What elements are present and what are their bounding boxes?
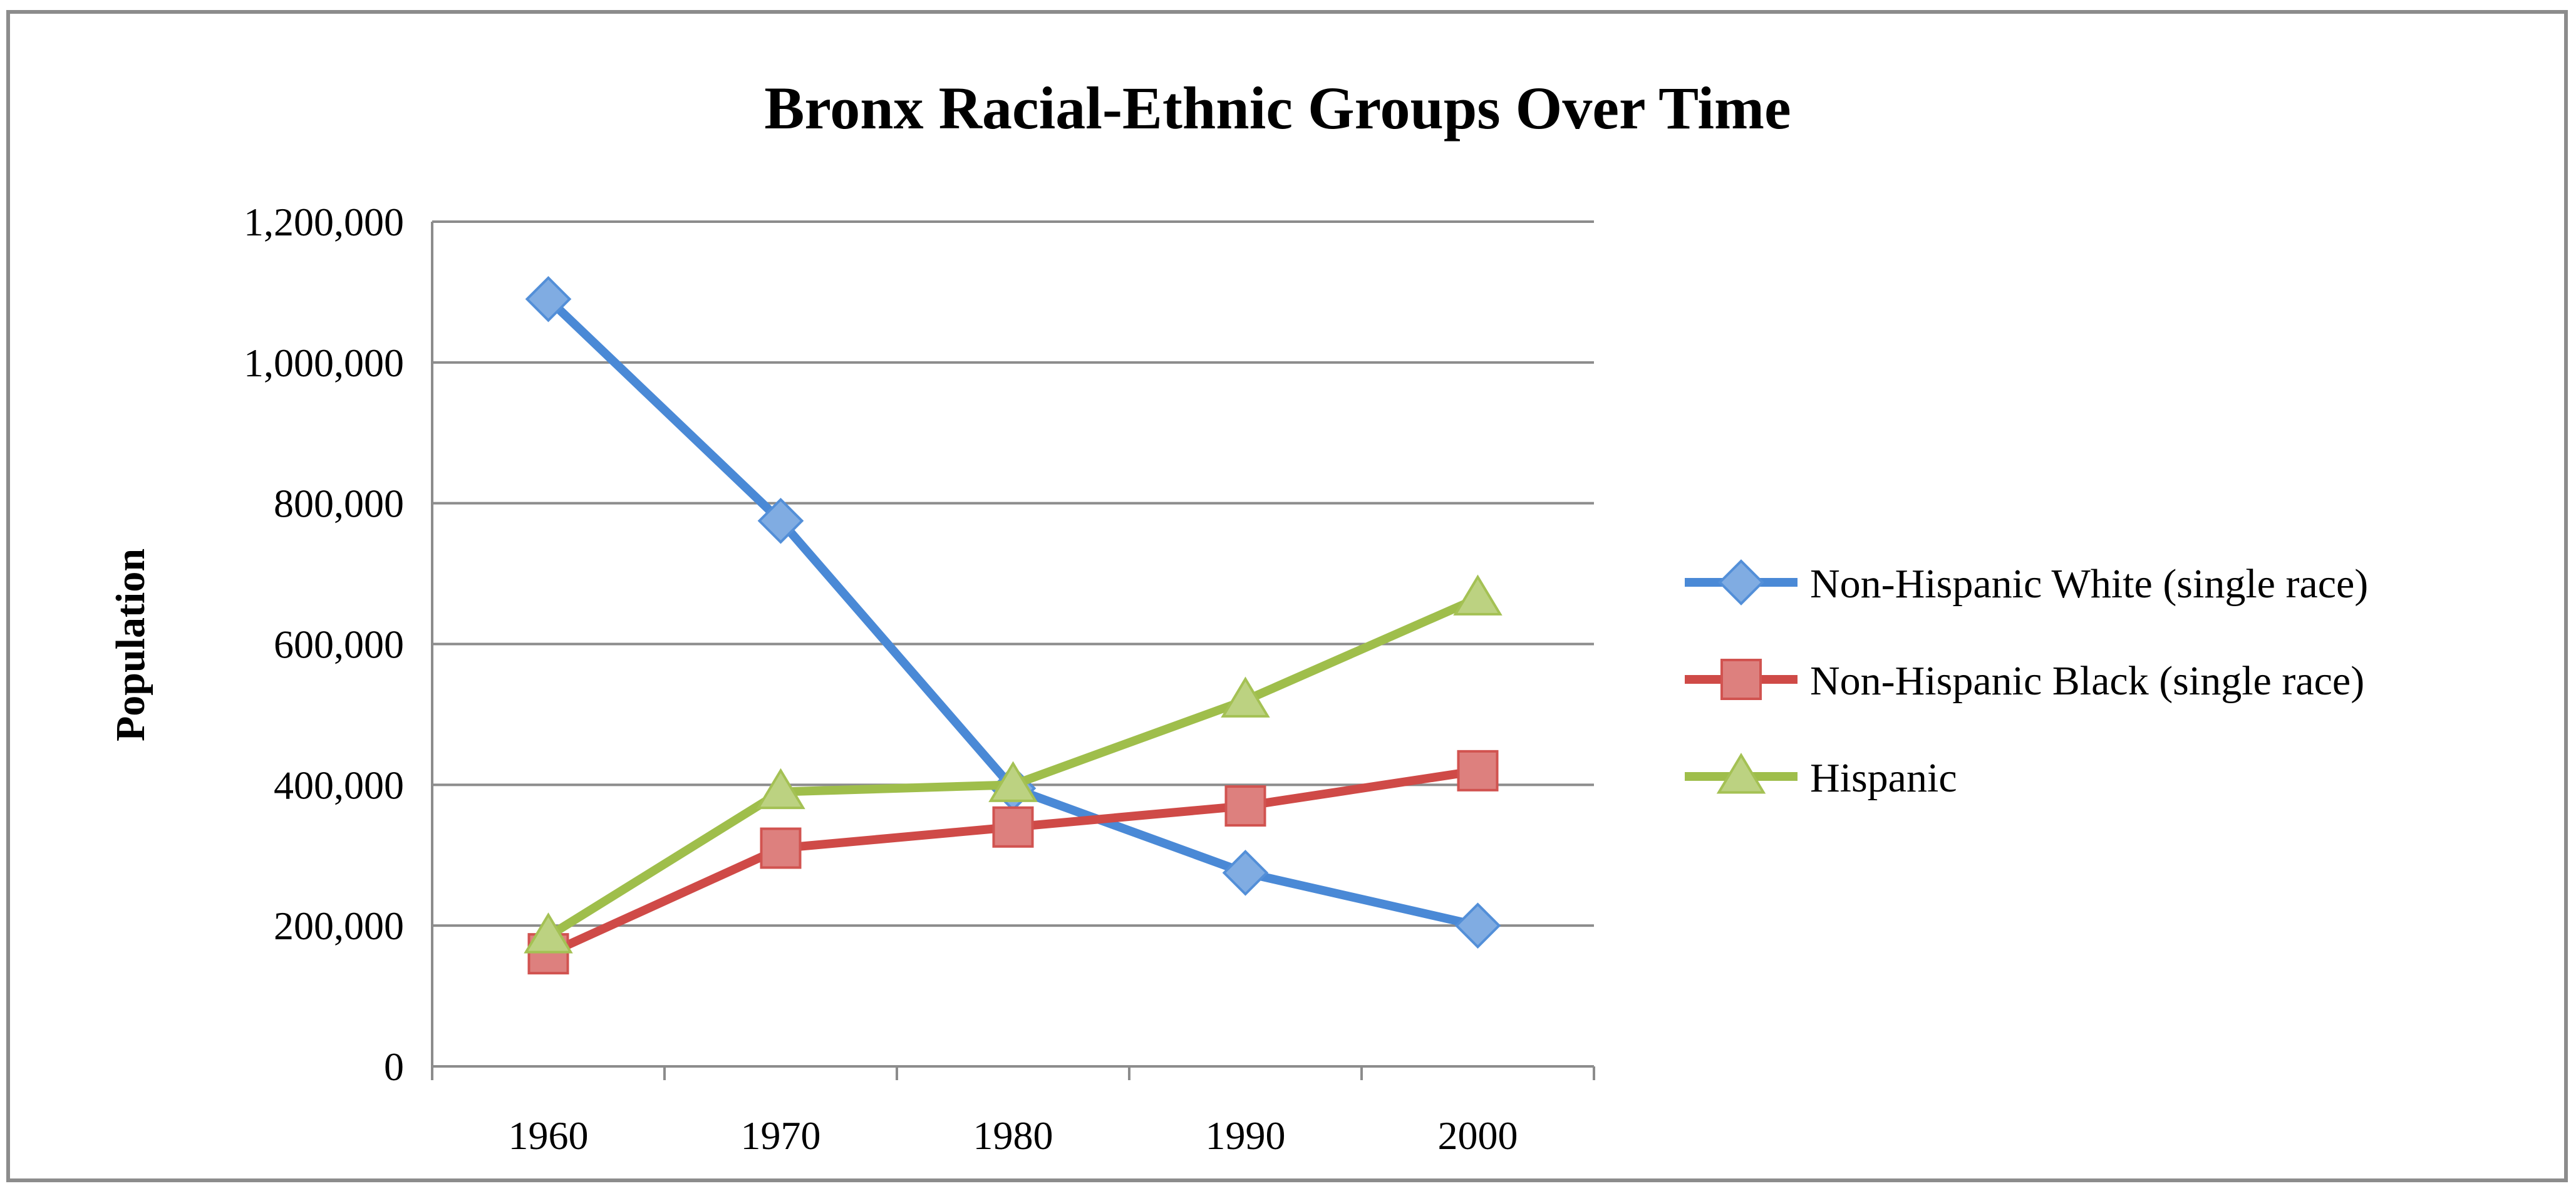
y-tick-label: 400,000 [274, 763, 404, 807]
data-point [524, 912, 573, 954]
chart-title: Bronx Racial-Ethnic Groups Over Time [764, 75, 1791, 142]
axes: 0 200,000 400,000 600,000 800,000 1,000,000 1,… [244, 200, 1595, 1158]
data-point [988, 761, 1038, 802]
data-point [1221, 676, 1270, 718]
data-point [992, 806, 1034, 848]
y-tick-label: 200,000 [274, 904, 404, 948]
x-tick-label: 1960 [509, 1113, 589, 1158]
legend-item: Non-Hispanic Black (single race) [1685, 658, 2364, 704]
y-tick-label: 600,000 [274, 622, 404, 667]
y-axis-label: Population [108, 549, 153, 741]
y-tick-label: 1,000,000 [244, 341, 404, 385]
x-tick-label: 2000 [1438, 1113, 1518, 1158]
y-tick-label: 800,000 [274, 482, 404, 526]
legend-label: Hispanic [1810, 755, 1957, 801]
legend-marker [1716, 753, 1766, 794]
data-point [1224, 785, 1266, 827]
data-point [760, 827, 802, 869]
legend: Non-Hispanic White (single race) Non-Hisp… [1685, 559, 2368, 801]
legend-marker [1718, 559, 1764, 606]
legend-label: Non-Hispanic Black (single race) [1810, 658, 2364, 704]
data-point [1454, 902, 1501, 949]
x-tick-label: 1970 [741, 1113, 821, 1158]
legend-label: Non-Hispanic White (single race) [1810, 561, 2368, 607]
x-tick-label: 1980 [973, 1113, 1053, 1158]
data-point [757, 497, 804, 544]
legend-item: Non-Hispanic White (single race) [1685, 559, 2368, 607]
data-point [525, 276, 572, 322]
legend-item: Hispanic [1685, 753, 1957, 801]
y-tick-label: 1,200,000 [244, 200, 404, 244]
series-layer [524, 276, 1503, 975]
y-tick-label: 0 [384, 1044, 404, 1089]
data-point [756, 768, 805, 810]
x-tick-label: 1990 [1206, 1113, 1286, 1158]
legend-marker [1720, 659, 1762, 700]
data-point [1222, 850, 1269, 896]
series-square [527, 750, 1499, 975]
data-point [1453, 574, 1503, 616]
series-triangle [524, 574, 1503, 954]
data-point [1457, 750, 1499, 791]
